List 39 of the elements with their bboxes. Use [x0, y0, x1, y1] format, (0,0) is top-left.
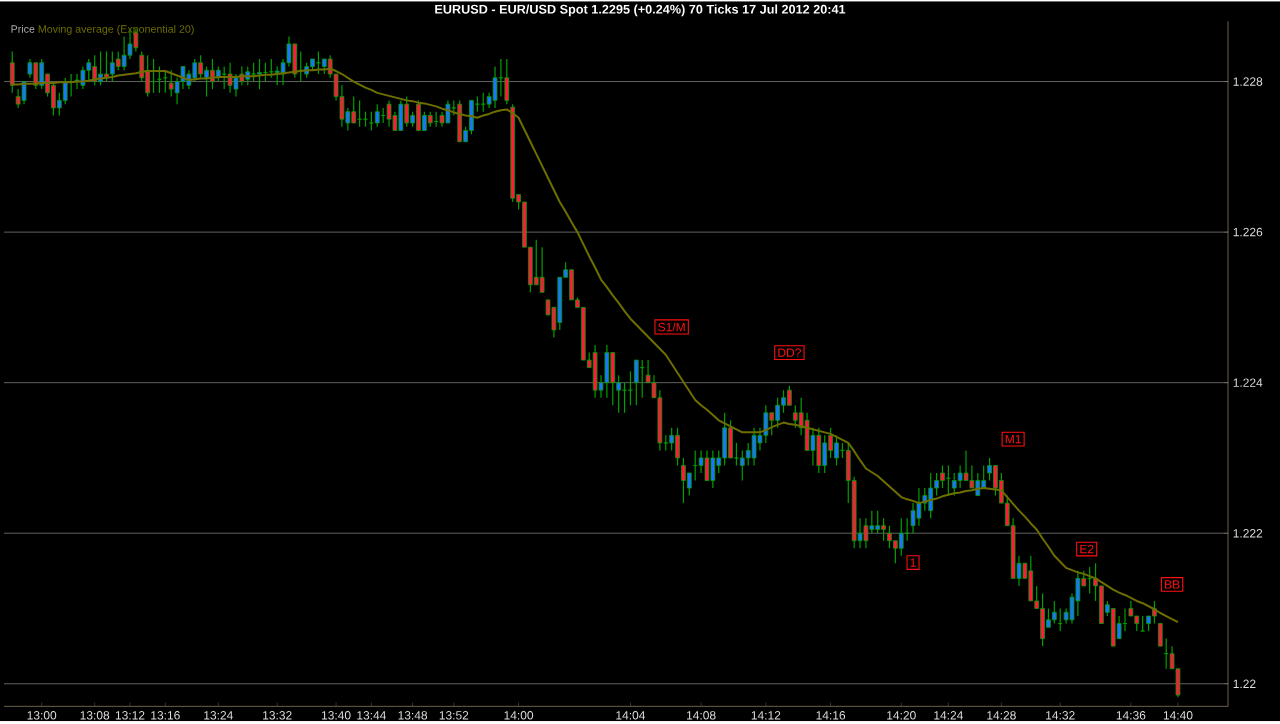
text: Price: [11, 24, 35, 33]
x-tick-label: 14:00: [504, 711, 534, 720]
x-tick-label: 14:04: [616, 711, 646, 720]
candlestick: [480, 92, 486, 113]
text: Moving average (Exponential 20): [38, 24, 194, 35]
x-tick-label: 13:48: [398, 711, 428, 720]
x-tick-label: 13:40: [321, 711, 351, 720]
annotation: E2: [1080, 544, 1094, 554]
y-tick-label: 1.224: [1233, 378, 1263, 387]
x-tick-label: 13:24: [204, 711, 233, 720]
y-tick-label: 1.22: [1233, 679, 1256, 688]
x-tick-label: 13:12: [115, 711, 145, 720]
candlestick: [1157, 622, 1163, 647]
candlestick: [9, 50, 15, 94]
x-tick-label: 13:52: [439, 711, 469, 720]
annotation: S1/M: [658, 322, 685, 332]
y-tick-label: 1.228: [1233, 77, 1263, 86]
annotation: BB: [1165, 580, 1180, 589]
x-tick-label: 14:36: [1116, 711, 1146, 720]
y-tick-label: 1.222: [1233, 529, 1263, 538]
y-tick-label: 1.226: [1233, 227, 1263, 237]
chart-title: EURUSD - EUR/USD Spot 1.2295 (+0.24%) 70 Ticks 17 Jul 2012 20:41: [435, 4, 846, 17]
x-tick-label: 14:40: [1163, 711, 1193, 720]
x-tick-label: 14:08: [686, 711, 716, 720]
x-tick-label: 14:28: [987, 711, 1016, 720]
x-tick-label: 14:32: [1046, 711, 1075, 720]
x-tick-label: 13:00: [27, 711, 57, 720]
annotation: 1: [910, 558, 916, 567]
x-tick-label: 14:24: [934, 711, 964, 720]
annotation: M1: [1005, 434, 1021, 444]
x-tick-label: 13:32: [263, 711, 292, 720]
x-tick-label: 13:44: [357, 711, 387, 720]
x-tick-label: 13:08: [80, 711, 110, 720]
annotation: DD?: [778, 348, 801, 357]
candlestick: [369, 111, 374, 132]
x-tick-label: 14:16: [816, 711, 846, 720]
x-tick-label: 13:16: [151, 711, 180, 720]
x-tick-label: 14:20: [887, 711, 916, 720]
x-tick-label: 14:12: [751, 711, 781, 720]
